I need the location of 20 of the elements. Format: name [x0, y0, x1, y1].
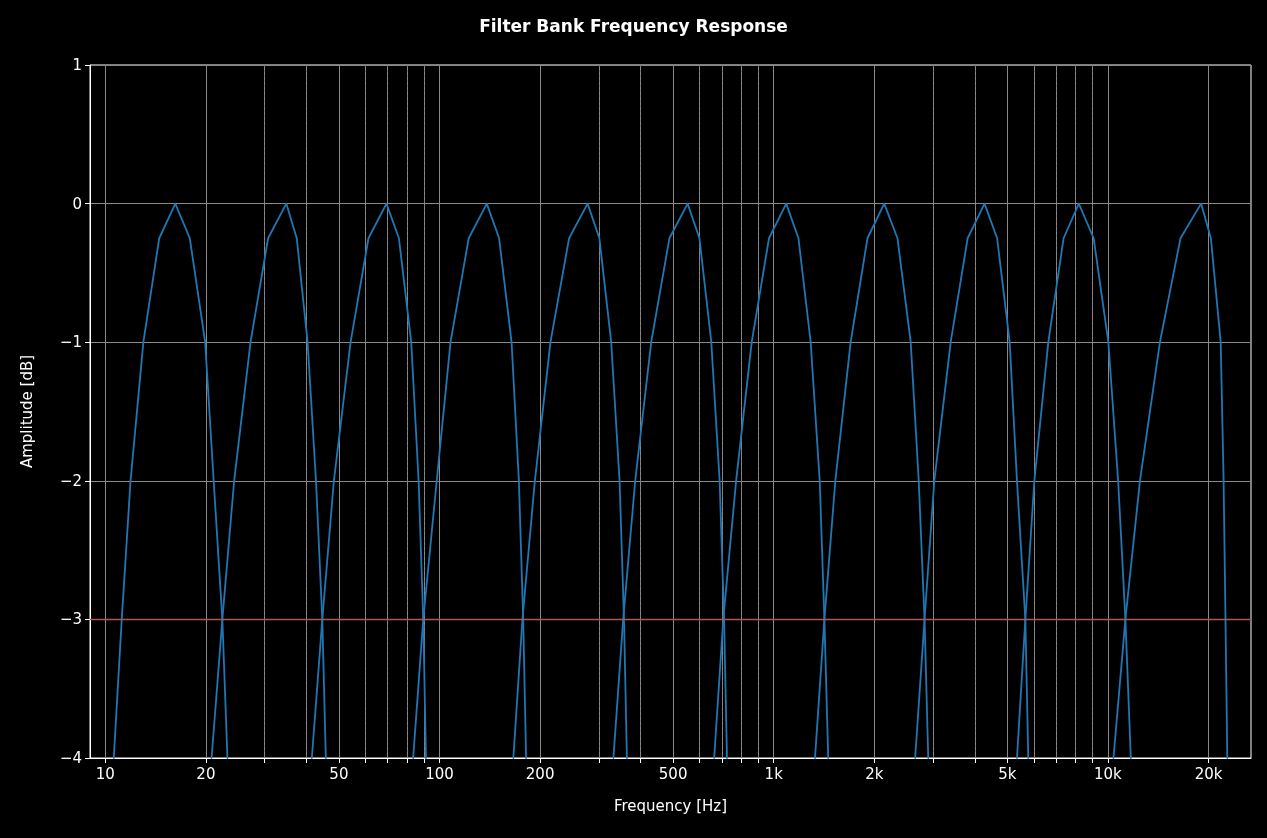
- x-tick-label: 100: [425, 764, 454, 783]
- y-tick-label: 0: [72, 194, 82, 213]
- x-tick-label: 10: [95, 764, 115, 783]
- y-tick-label: −4: [59, 749, 82, 767]
- x-tick-label: 5k: [998, 764, 1017, 783]
- x-tick-label: 10k: [1094, 764, 1123, 783]
- x-axis-title: Frequency [Hz]: [613, 796, 728, 815]
- x-tick-label: 2k: [865, 764, 884, 783]
- x-tick-label: 20: [196, 764, 216, 783]
- y-tick-label: −3: [59, 610, 82, 629]
- x-tick-label: 50: [329, 764, 349, 783]
- x-tick-label: 200: [525, 764, 555, 783]
- y-tick-label: −1: [59, 333, 82, 352]
- y-tick-label: −2: [59, 471, 82, 490]
- x-tick-label: 20k: [1194, 764, 1223, 783]
- y-tick-label: 1: [72, 56, 82, 74]
- y-axis-title: Amplitude [dB]: [17, 354, 36, 469]
- chart-title: Filter Bank Frequency Response: [479, 15, 788, 36]
- x-tick-label: 500: [658, 764, 688, 783]
- x-tick-label: 1k: [764, 764, 784, 783]
